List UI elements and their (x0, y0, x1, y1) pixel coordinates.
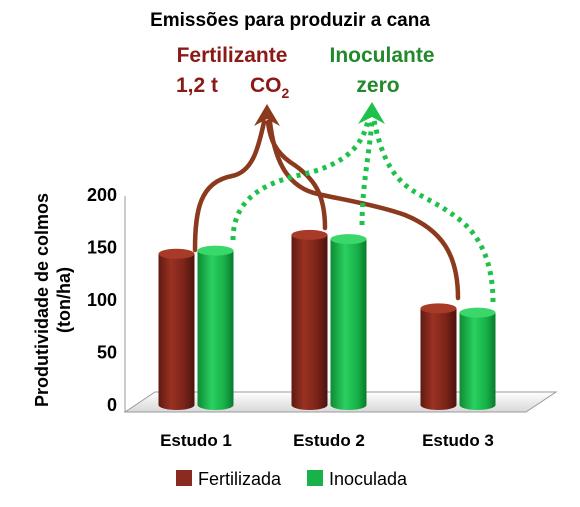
y-axis-label-line1: Produtividade de colmos (32, 193, 52, 407)
bar-inoculada-2 (330, 234, 367, 410)
y-tick-label: 0 (107, 395, 117, 415)
fertilizer-arrowhead (254, 104, 280, 126)
inoculant-arrowhead (358, 102, 385, 124)
bar-top (158, 248, 195, 259)
bar-fertilizada-2 (291, 229, 328, 410)
bar-body (459, 312, 496, 410)
inoculant-arrow-estudo2 (359, 119, 375, 226)
chart-title: Emissões para produzir a cana (150, 10, 430, 31)
fertilizer-arrow-estudo1 (192, 119, 267, 253)
bar-top (197, 245, 234, 256)
bar-top (420, 303, 457, 314)
y-tick-label: 100 (87, 290, 117, 310)
bar-top (291, 229, 328, 240)
bar-body (420, 308, 457, 410)
legend-label-inoculada: Inoculada (329, 469, 408, 489)
x-tick-labels: Estudo 1 Estudo 2 Estudo 3 (160, 431, 494, 450)
bar-body (197, 250, 234, 410)
bars (158, 229, 496, 410)
bar-body (291, 234, 328, 410)
bar-inoculada-1 (197, 245, 234, 410)
x-tick-label: Estudo 3 (422, 431, 494, 450)
inoculant-label: Inoculante (329, 44, 434, 67)
bar-body (330, 239, 367, 410)
y-tick-labels: 0 50 100 150 200 (87, 185, 117, 415)
bar-fertilizada-1 (158, 248, 195, 410)
legend-label-fertilizada: Fertilizada (198, 469, 282, 489)
inoculant-arrow-estudo1 (230, 119, 371, 241)
legend-swatch-fertilizada (176, 470, 192, 486)
fertilizer-gas: CO (250, 74, 282, 97)
y-axis-label: Produtividade de colmos (ton/ha) (32, 193, 74, 407)
y-tick-label: 150 (87, 238, 117, 258)
bar-inoculada-3 (459, 307, 496, 410)
inoculant-arrow-estudo3 (371, 119, 496, 303)
x-tick-label: Estudo 2 (293, 431, 365, 450)
y-axis-label-line2: (ton/ha) (54, 267, 74, 333)
inoculant-amount: zero (356, 74, 399, 97)
y-tick-label: 50 (97, 343, 117, 363)
bar-top (330, 234, 367, 245)
fertilizer-gas-subscript: 2 (282, 85, 290, 101)
x-tick-label: Estudo 1 (160, 431, 232, 450)
bar-body (158, 253, 195, 410)
y-tick-label: 200 (87, 185, 117, 205)
fertilizer-arrow-estudo3 (267, 119, 461, 301)
fertilizer-gas-label: CO2 (250, 74, 290, 101)
bar-top (459, 307, 496, 318)
bar-fertilizada-3 (420, 303, 457, 410)
fertilizer-amount: 1,2 t (176, 74, 218, 97)
fertilizer-label: Fertilizante (177, 44, 288, 67)
legend-swatch-inoculada (307, 470, 323, 486)
